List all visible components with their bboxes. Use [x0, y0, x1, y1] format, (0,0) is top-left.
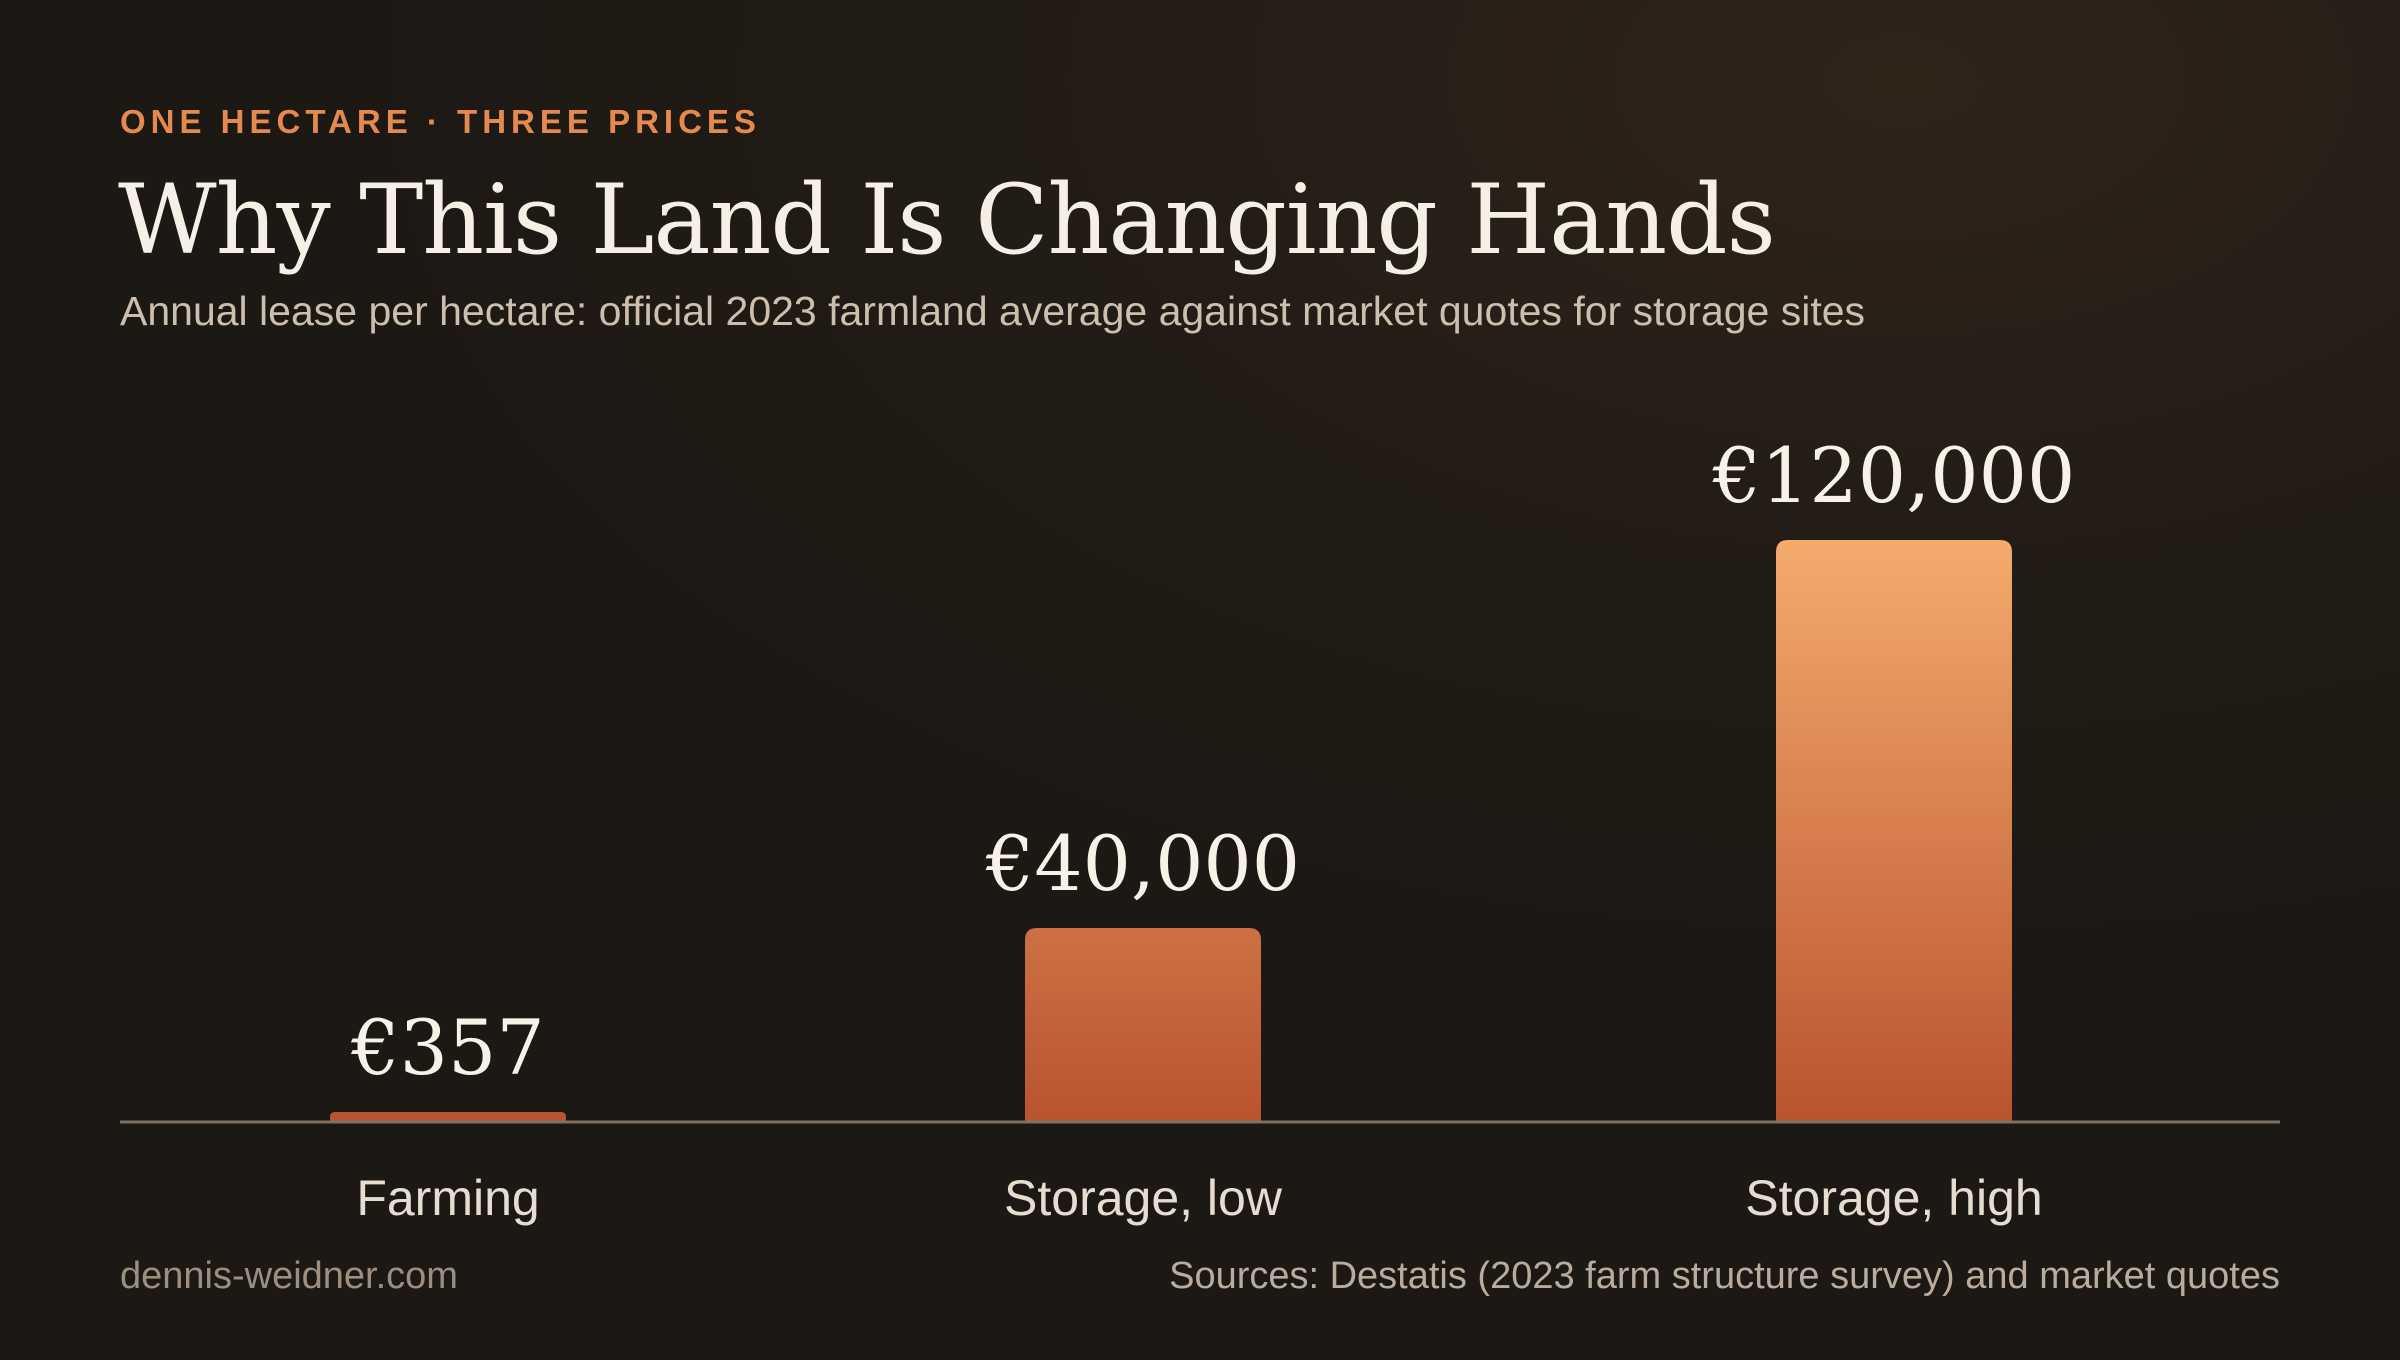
chart-title: Why This Land Is Changing Hands [118, 164, 1776, 276]
category-label-farming: Farming [356, 1170, 539, 1226]
bar-storage-low [1025, 928, 1261, 1122]
site-credit: dennis-weidner.com [120, 1255, 458, 1297]
eyebrow-label: ONE HECTARE · THREE PRICES [120, 103, 761, 140]
bar-storage-high [1776, 540, 2012, 1122]
chart-subtitle: Annual lease per hectare: official 2023 … [120, 288, 1866, 334]
labels-group: €357 Farming €40,000 Storage, low €120,000 St… [350, 431, 2075, 1226]
category-label-storage-high: Storage, high [1745, 1170, 2042, 1226]
value-label-storage-high: €120,000 [1712, 431, 2076, 520]
value-label-storage-low: €40,000 [985, 819, 1300, 908]
bar-farming [330, 1112, 566, 1122]
sources-note: Sources: Destatis (2023 farm structure s… [1169, 1255, 2280, 1297]
value-label-farming: €357 [350, 1003, 544, 1092]
bars-group [330, 540, 2012, 1122]
category-label-storage-low: Storage, low [1004, 1170, 1283, 1226]
